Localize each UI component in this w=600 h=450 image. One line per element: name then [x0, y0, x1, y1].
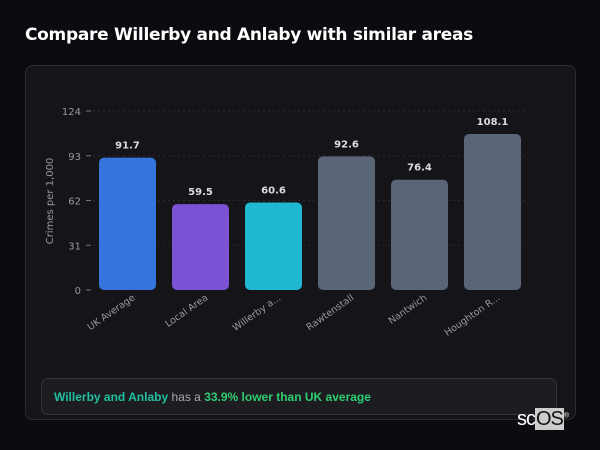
x-tick-label: Rawtenstall: [305, 292, 357, 333]
bar[interactable]: [172, 204, 229, 290]
summary-area: Willerby and Anlaby: [54, 390, 169, 404]
bar-value-label: 108.1: [477, 117, 509, 128]
y-tick-label: 31: [68, 241, 81, 252]
bar-value-label: 76.4: [407, 163, 432, 174]
watermark-logo: scOS®: [517, 408, 569, 430]
bar[interactable]: [391, 179, 448, 290]
bar-value-label: 60.6: [261, 186, 286, 197]
bar[interactable]: [99, 157, 156, 290]
y-tick-label: 62: [68, 197, 81, 208]
x-tick-label: UK Average: [86, 292, 138, 333]
y-tick-label: 124: [62, 107, 81, 118]
bar-value-label: 91.7: [115, 141, 140, 152]
bar[interactable]: [245, 202, 302, 290]
bar-value-label: 92.6: [334, 139, 359, 150]
bar[interactable]: [464, 133, 521, 290]
x-tick-label: Nantwich: [387, 292, 430, 326]
summary-result: 33.9% lower than UK average: [204, 390, 371, 404]
y-axis-label: Crimes per 1,000: [45, 158, 56, 245]
bar[interactable]: [318, 156, 375, 290]
page-title: Compare Willerby and Anlaby with similar…: [25, 25, 473, 45]
y-tick-label: 93: [68, 152, 81, 163]
summary-box: Willerby and Anlaby has a 33.9% lower th…: [41, 378, 557, 415]
bar-value-label: 59.5: [188, 187, 213, 198]
y-tick-label: 0: [75, 286, 81, 297]
x-tick-label: Houghton R...: [443, 292, 503, 338]
x-tick-label: Willerby a...: [231, 292, 284, 333]
x-tick-label: Local Area: [163, 292, 210, 329]
summary-middle: has a: [171, 390, 201, 404]
